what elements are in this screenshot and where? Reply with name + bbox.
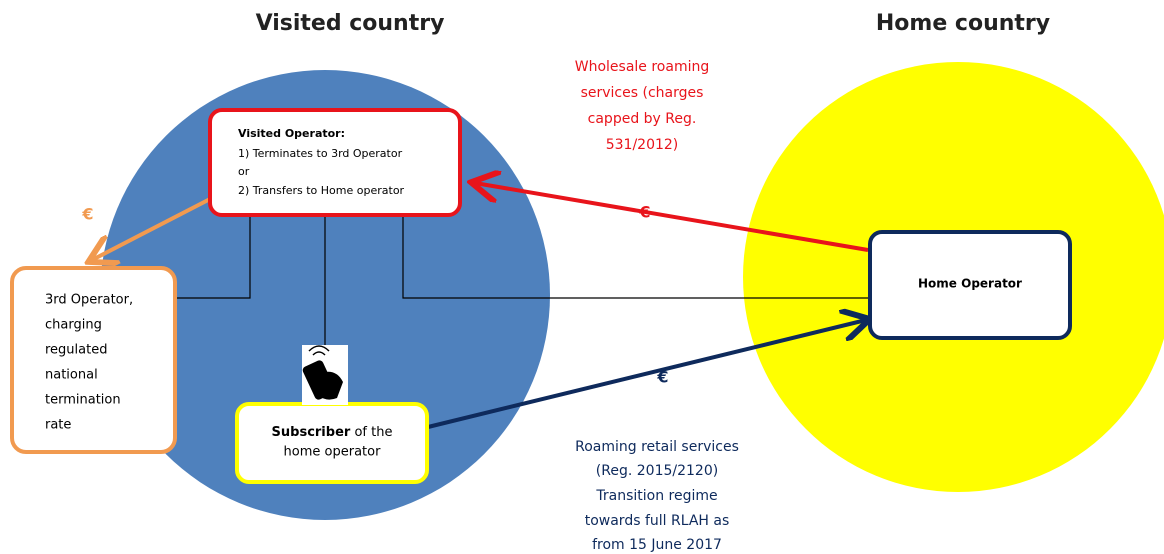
connections — [175, 215, 870, 345]
box-line: regulated — [45, 343, 107, 358]
retail-arrow — [427, 320, 866, 429]
wholesale-arrow — [475, 183, 869, 252]
euro-label: € — [638, 203, 650, 222]
heading: Home country — [876, 11, 1050, 36]
box-line: national — [45, 368, 98, 383]
box-line: charging — [45, 318, 102, 333]
note-line: towards full RLAH as — [585, 513, 730, 529]
euro-label: € — [656, 368, 668, 387]
box-line: Subscriber of the — [272, 425, 393, 440]
third-operator-box — [10, 266, 177, 454]
note-line: capped by Reg. — [588, 111, 697, 127]
heading: Visited country — [256, 11, 445, 36]
note-line: Roaming retail services — [575, 439, 739, 455]
box-title: Visited Operator: — [238, 127, 345, 140]
note-line: 531/2012) — [606, 137, 679, 153]
note-line: (Reg. 2015/2120) — [596, 463, 718, 479]
box-line: termination — [45, 393, 121, 408]
note-line: Transition regime — [595, 488, 717, 504]
euro-label: € — [81, 205, 93, 224]
box-line: or — [238, 165, 250, 178]
home-operator-box — [868, 230, 1072, 340]
box-title: Home Operator — [918, 277, 1022, 291]
box-line: rate — [45, 418, 71, 433]
termination-arrow — [92, 196, 213, 260]
note-line: from 15 June 2017 — [592, 537, 722, 553]
box-bold: Subscriber — [272, 425, 351, 440]
note-line: Wholesale roaming — [575, 59, 710, 75]
note-line: services (charges — [581, 85, 704, 101]
subscriber-box — [235, 402, 429, 484]
box-line: 3rd Operator, — [45, 293, 133, 308]
visited-operator-box — [208, 108, 462, 217]
box-line: 1) Terminates to 3rd Operator — [238, 147, 403, 160]
phone-icon — [302, 345, 348, 405]
box-text: of the — [350, 425, 392, 440]
box-line: home operator — [284, 445, 382, 460]
box-line: 2) Transfers to Home operator — [238, 184, 405, 197]
